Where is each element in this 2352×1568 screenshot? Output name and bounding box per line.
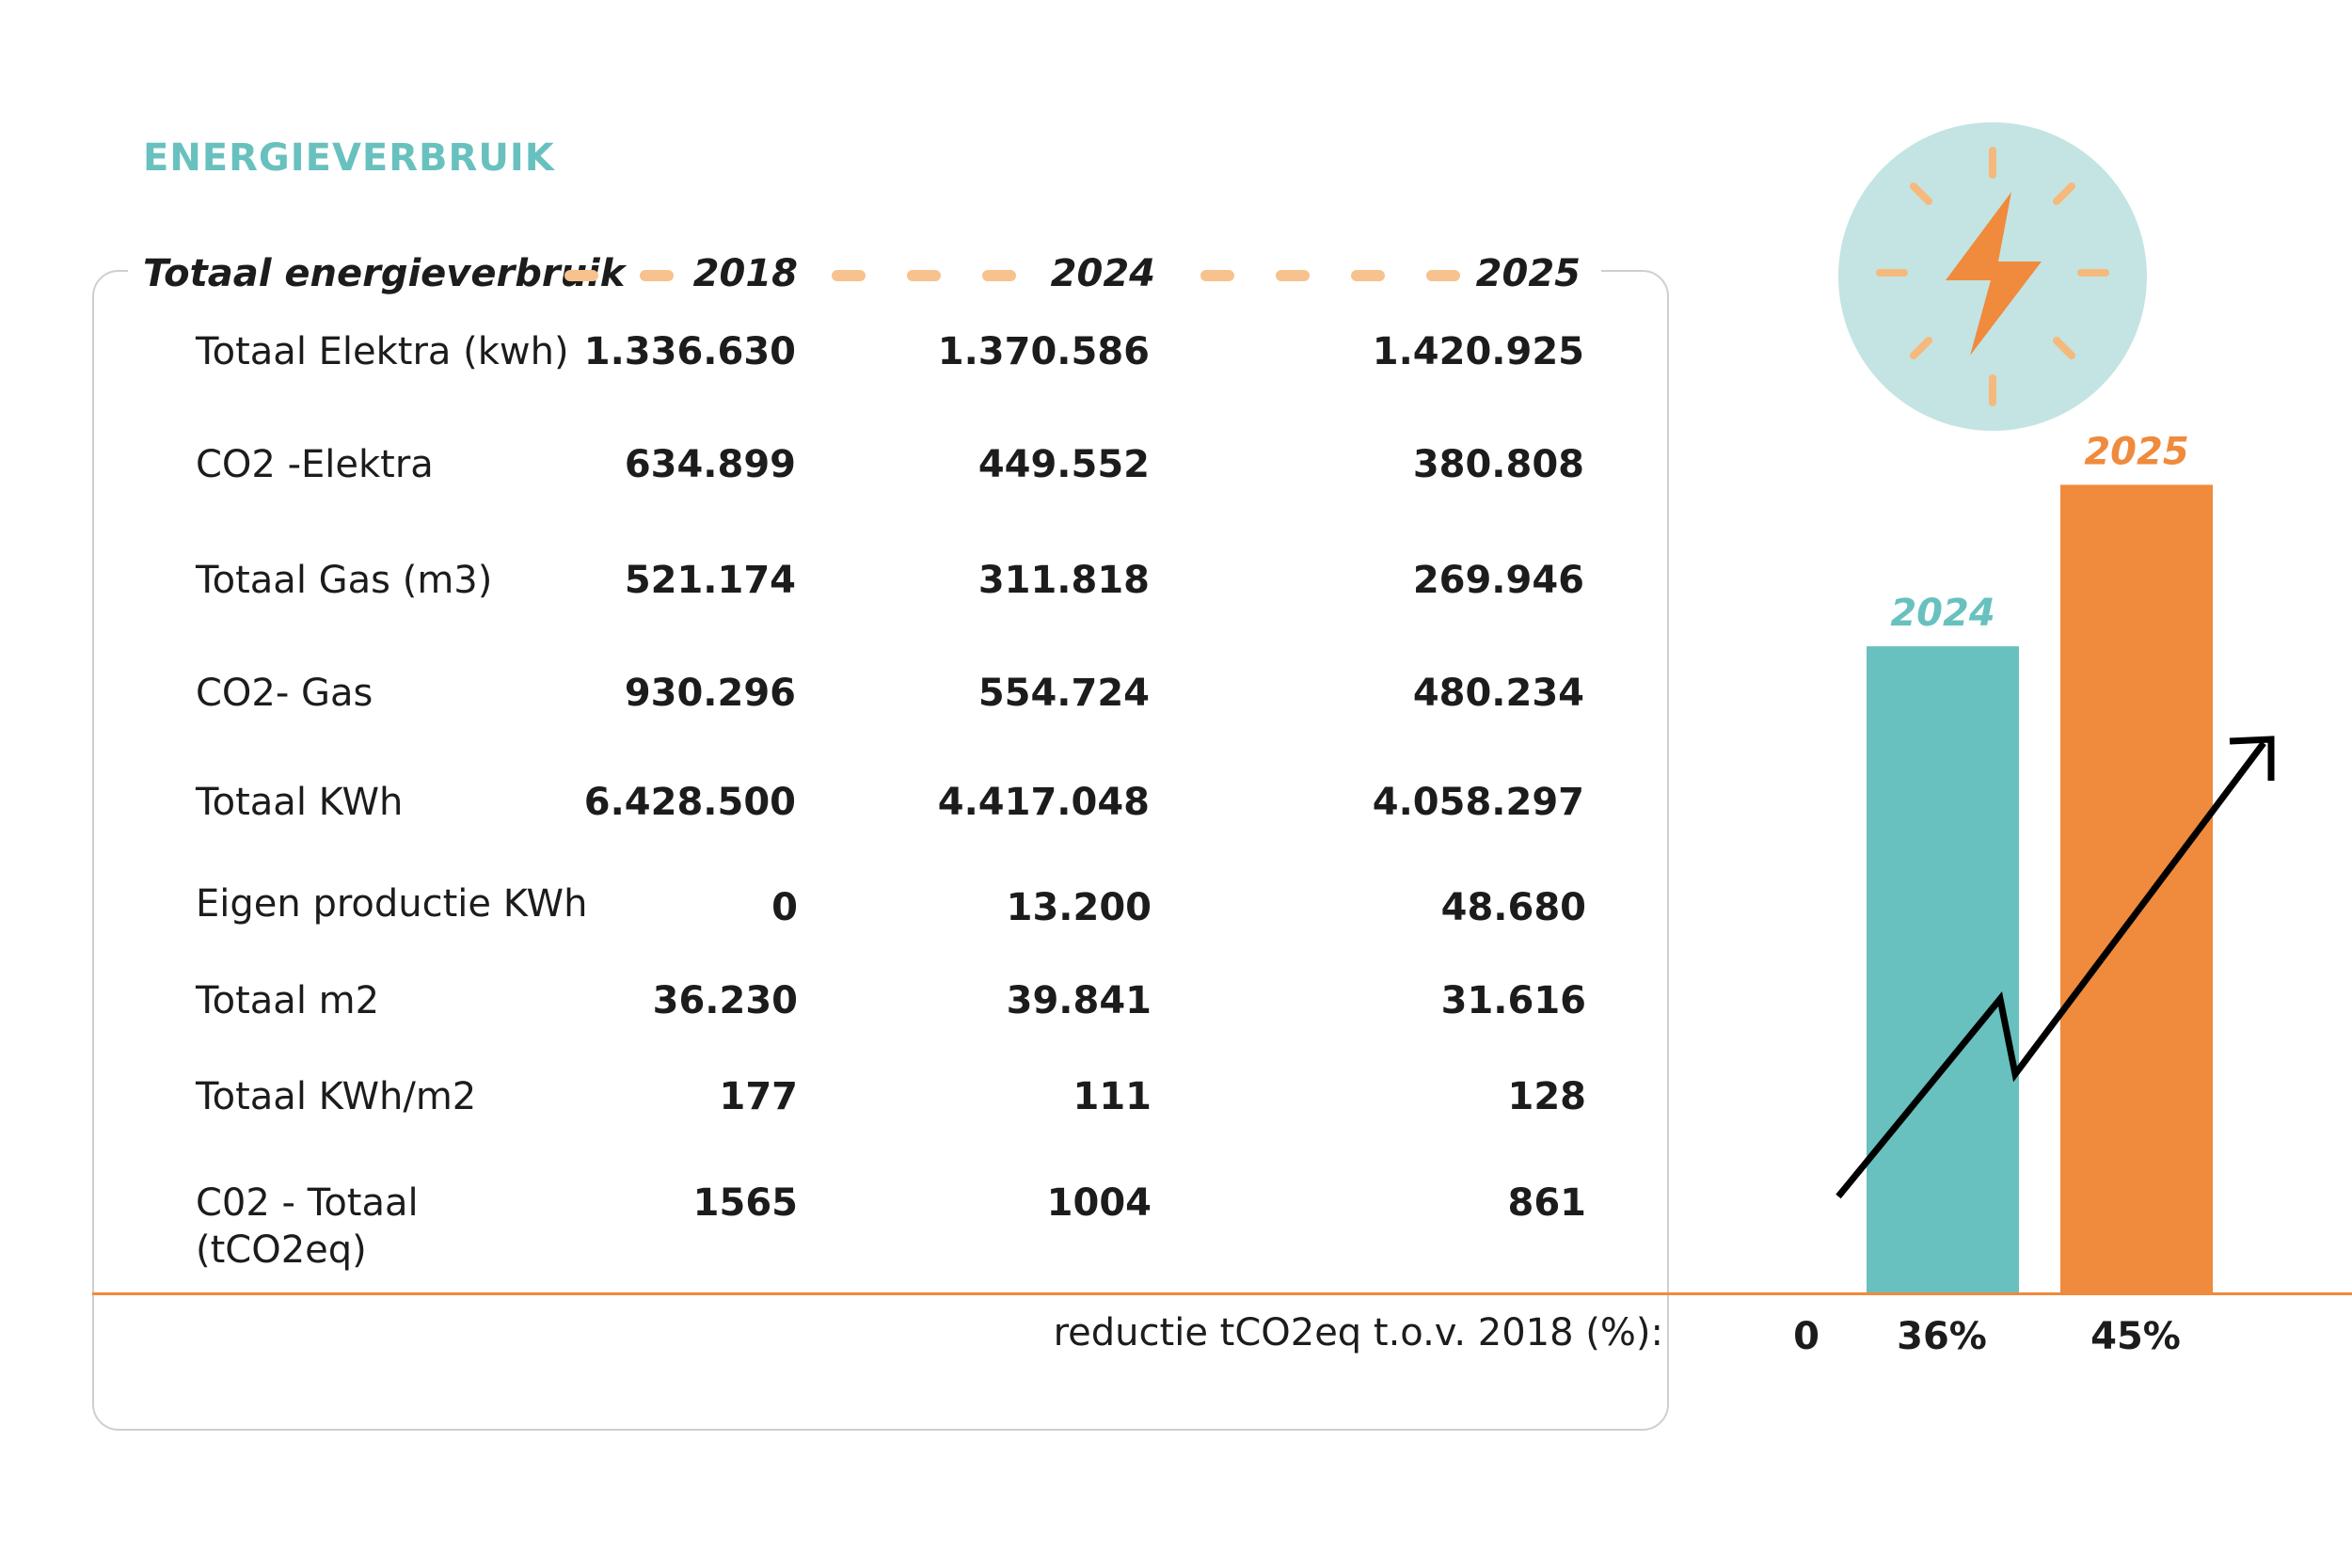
cell-2018: 1565 (692, 1181, 798, 1225)
bar-label-2025: 2025 (2084, 430, 2188, 473)
cell-2024: 1.370.586 (937, 330, 1150, 373)
header-dash (1351, 270, 1385, 281)
reduction-value-2018: 0 (1793, 1315, 1820, 1358)
chart-baseline (92, 1292, 2352, 1295)
row-label: Eigen productie KWh (196, 882, 588, 926)
cell-2024: 4.417.048 (937, 781, 1150, 824)
cell-2018: 177 (719, 1075, 799, 1118)
bar-2025 (2060, 484, 2213, 1292)
header-dash (1276, 270, 1310, 281)
cell-2018: 521.174 (624, 559, 796, 602)
cell-2018: 36.230 (652, 979, 798, 1022)
row-label: Totaal KWh/m2 (196, 1075, 477, 1118)
cell-2024: 311.818 (977, 559, 1150, 602)
header-dash (640, 270, 674, 281)
header-dash (564, 270, 598, 281)
cell-2025: 480.234 (1412, 672, 1584, 715)
header-dash (1200, 270, 1234, 281)
cell-2024: 554.724 (977, 672, 1150, 715)
header-dash (982, 270, 1016, 281)
cell-2024: 111 (1073, 1075, 1152, 1118)
cell-2018: 1.336.630 (583, 330, 796, 373)
bar-label-2024: 2024 (1890, 592, 1994, 635)
cell-2024: 13.200 (1006, 886, 1152, 929)
cell-2025: 380.808 (1412, 443, 1584, 486)
trend-arrow-line (1836, 740, 2266, 1199)
header-dash (832, 270, 866, 281)
cell-2024: 39.841 (1006, 979, 1152, 1022)
cell-2024: 449.552 (977, 443, 1150, 486)
row-label: CO2- Gas (196, 672, 373, 715)
cell-2018: 0 (771, 886, 798, 929)
bar-2024 (1867, 646, 2019, 1292)
row-label: Totaal Gas (m3) (196, 559, 493, 602)
reduction-label: reductie tCO2eq t.o.v. 2018 (%): (1053, 1311, 1663, 1354)
cell-2025: 861 (1507, 1181, 1587, 1225)
row-label: CO2 -Elektra (196, 443, 434, 486)
header-dash (1426, 270, 1460, 281)
cell-2018: 634.899 (624, 443, 796, 486)
cell-2025: 128 (1507, 1075, 1587, 1118)
page-title: ENERGIEVERBRUIK (143, 136, 555, 180)
reduction-value-2024: 36% (1897, 1315, 1987, 1358)
cell-2025: 4.058.297 (1372, 781, 1584, 824)
table-header-label: Totaal energieverbruik (143, 252, 626, 295)
cell-2024: 1004 (1046, 1181, 1152, 1225)
column-header-2025: 2025 (1475, 252, 1581, 295)
reduction-value-2025: 45% (2090, 1315, 2181, 1358)
column-header-2024: 2024 (1050, 252, 1155, 295)
row-label: Totaal m2 (196, 979, 380, 1022)
row-label: Totaal Elektra (kwh) (196, 330, 569, 373)
cell-2025: 31.616 (1440, 979, 1586, 1022)
cell-2018: 6.428.500 (583, 781, 796, 824)
cell-2018: 930.296 (624, 672, 796, 715)
column-header-2018: 2018 (692, 252, 798, 295)
row-label: Totaal KWh (196, 781, 404, 824)
row-label: C02 - Totaal (tCO2eq) (196, 1181, 419, 1272)
header-dash (907, 270, 941, 281)
trend-arrow-head (2229, 736, 2275, 781)
cell-2025: 269.946 (1412, 559, 1584, 602)
cell-2025: 48.680 (1440, 886, 1586, 929)
cell-2025: 1.420.925 (1372, 330, 1584, 373)
